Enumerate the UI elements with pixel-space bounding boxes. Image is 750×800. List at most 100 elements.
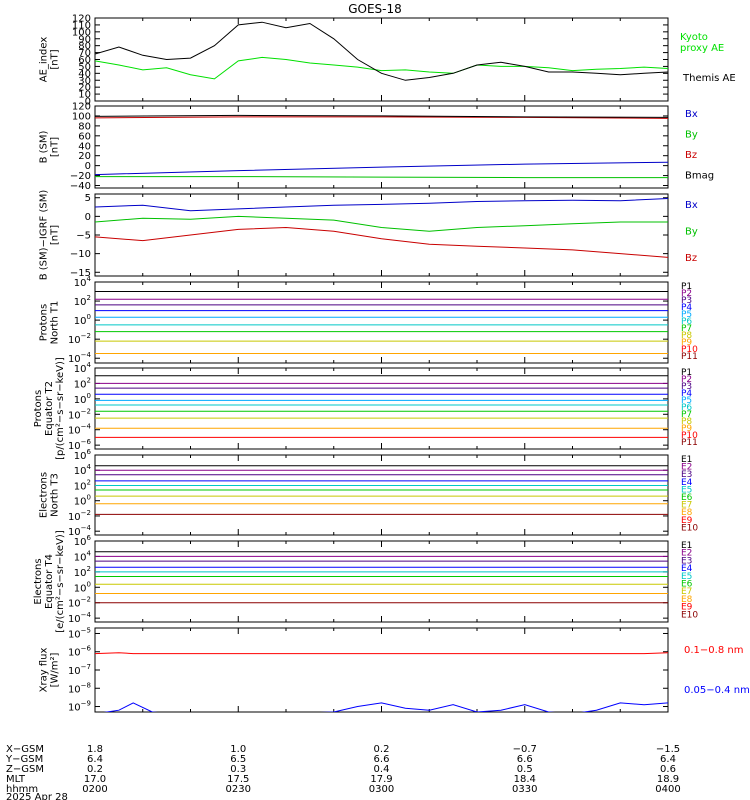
x-axis-tick-value: 17.0 xyxy=(84,774,106,785)
legend-label: P3 xyxy=(681,296,692,306)
y-tick-label: 10−9 xyxy=(68,700,91,714)
panel-frame xyxy=(94,540,669,623)
x-axis-row-label: Z−GSM xyxy=(6,764,44,775)
y-tick-label: 10−2 xyxy=(68,407,91,421)
x-axis-tick-value: 0400 xyxy=(655,784,680,795)
legend-label: E9 xyxy=(681,603,693,613)
x-axis-tick-value: 6.6 xyxy=(374,754,390,765)
legend-label: E10 xyxy=(681,523,698,533)
x-axis-tick-value: 0.2 xyxy=(87,764,103,775)
legend-label: P6 xyxy=(681,317,692,327)
x-axis-row-label: hhmm xyxy=(6,784,38,795)
legend-label: P10 xyxy=(681,431,698,441)
y-tick-label: 5 xyxy=(85,193,91,204)
panel-frame xyxy=(94,105,669,189)
x-axis-tick-value: −1.5 xyxy=(656,744,680,755)
y-tick-label: 100 xyxy=(74,392,91,406)
y-axis-label: [nT] xyxy=(50,49,61,69)
legend-label: E1 xyxy=(681,541,692,551)
y-tick-label: −20 xyxy=(70,171,91,182)
x-axis-row-label: X−GSM xyxy=(6,744,44,755)
legend-label: proxy AE xyxy=(680,43,724,54)
y-tick-label: 20 xyxy=(78,151,91,162)
y-tick-label: 10−2 xyxy=(68,509,91,523)
legend-label: 0.1−0.8 nm xyxy=(684,645,743,656)
legend-label: E3 xyxy=(681,470,692,480)
legend-label: E1 xyxy=(681,455,692,465)
y-tick-label: 0 xyxy=(85,212,91,223)
y-tick-label: 110 xyxy=(72,20,91,31)
x-axis-tick-value: 0300 xyxy=(369,784,394,795)
x-axis-tick-value: 17.5 xyxy=(227,774,249,785)
series-line-bx xyxy=(95,198,668,212)
legend-label: E7 xyxy=(681,501,692,511)
y-tick-label: 106 xyxy=(74,448,92,462)
legend-label: P11 xyxy=(681,352,698,362)
legend-label: P5 xyxy=(681,396,692,406)
y-tick-label: −10 xyxy=(70,249,91,260)
y-tick-label: 120 xyxy=(72,102,91,113)
legend-label: P9 xyxy=(681,424,692,434)
x-axis-tick-value: 0.2 xyxy=(374,744,390,755)
y-tick-label: −40 xyxy=(70,181,91,192)
panel-pn: 10−4 10−2 100 102 104 Protons North T1 P1P2P3P4… xyxy=(39,275,699,365)
y-tick-label: 102 xyxy=(74,565,91,579)
y-tick-label: 80 xyxy=(78,121,91,132)
y-tick-label: 10−8 xyxy=(68,681,91,695)
x-axis-tick-value: 0.6 xyxy=(660,764,676,775)
series-line-bz xyxy=(95,226,668,258)
legend-label: E6 xyxy=(681,580,693,590)
y-tick-label: 10−2 xyxy=(68,332,91,346)
x-axis-tick-value: 17.9 xyxy=(370,774,392,785)
y-tick-label: 10 xyxy=(78,90,91,101)
y-tick-label: 90 xyxy=(78,34,91,45)
y-tick-label: −5 xyxy=(76,231,91,242)
legend-label: P1 xyxy=(681,368,692,378)
legend-label: E7 xyxy=(681,587,692,597)
y-tick-label: 80 xyxy=(78,41,91,52)
y-tick-label: 70 xyxy=(78,48,91,59)
legend-label: P9 xyxy=(681,338,692,348)
panel-frame xyxy=(94,367,669,450)
panel-frame xyxy=(94,281,669,364)
legend-label: Bz xyxy=(685,253,697,264)
legend-label: E2 xyxy=(681,549,692,559)
panel-frame xyxy=(94,454,669,536)
y-tick-label: 102 xyxy=(74,376,91,390)
legend-label: P1 xyxy=(681,282,692,292)
legend-label: P5 xyxy=(681,310,692,320)
legend-label: By xyxy=(685,227,698,238)
series-line-by xyxy=(95,215,668,232)
x-axis-row-label: 2025 Apr 28 xyxy=(6,792,68,800)
y-tick-label: 10−4 xyxy=(68,524,92,538)
y-tick-label: 10−2 xyxy=(68,596,91,610)
y-axis-label: Protons xyxy=(39,304,50,341)
legend-label: P11 xyxy=(681,438,698,448)
y-tick-label: 20 xyxy=(78,83,91,94)
y-tick-label: 100 xyxy=(74,494,91,508)
panel-frame xyxy=(94,17,669,102)
legend-label: Bx xyxy=(685,200,698,211)
legend-label: E4 xyxy=(681,478,693,488)
legend-label: P10 xyxy=(681,345,698,355)
y-axis-label: [p/(cm²−s−sr−keV)] xyxy=(55,357,66,460)
y-axis-label: North T1 xyxy=(50,301,61,345)
x-axis-row-label: Y−GSM xyxy=(5,754,43,765)
y-tick-label: 104 xyxy=(74,463,92,477)
legend-label: E2 xyxy=(681,463,692,473)
x-axis-tick-value: 0230 xyxy=(226,784,251,795)
legend-label: E5 xyxy=(681,572,692,582)
y-axis-label: [e/(cm²−s−sr−keV)] xyxy=(55,530,66,633)
legend-label: P4 xyxy=(681,389,692,399)
legend-label: P6 xyxy=(681,403,692,413)
legend-label: E5 xyxy=(681,485,692,495)
x-axis-tick-value: 6.5 xyxy=(230,754,246,765)
legend-label: E9 xyxy=(681,516,693,526)
legend-label: Themis AE xyxy=(682,73,736,84)
y-axis-label: [nT] xyxy=(50,225,61,245)
x-axis-tick-value: 0.3 xyxy=(230,764,246,775)
y-axis-label: [W/m²] xyxy=(50,652,61,687)
y-axis-label: Equator T4 xyxy=(44,554,55,609)
